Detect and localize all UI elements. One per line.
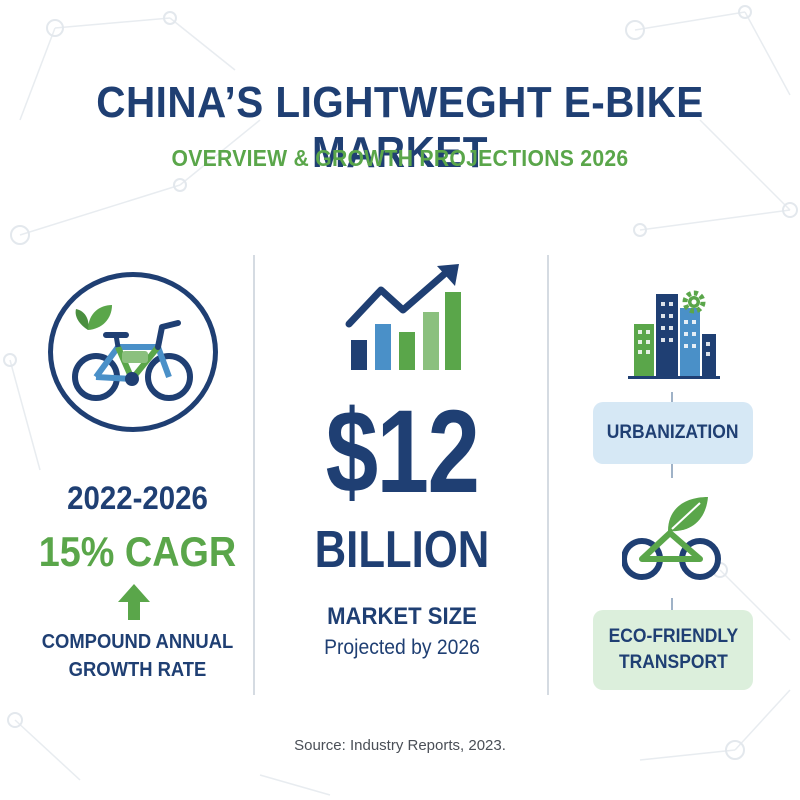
- cagr-description-line2: GROWTH RATE: [68, 659, 207, 681]
- urbanization-badge: URBANIZATION: [593, 402, 753, 464]
- market-size-label: MARKET SIZE: [327, 603, 477, 630]
- bicycle-badge: [48, 272, 218, 432]
- page-title: CHINA’S LIGHTWEGHT E-BIKE MARKET: [96, 78, 704, 177]
- market-projection-note: Projected by 2026: [324, 636, 480, 659]
- eco-transport-badge: ECO-FRIENDLY TRANSPORT: [593, 610, 753, 690]
- city-buildings-gear-icon: [628, 290, 720, 379]
- eco-bike-leaf-icon: [622, 497, 721, 580]
- cagr-description-line1: COMPOUND ANNUAL: [41, 631, 234, 653]
- bar-chart-arrow-icon: [345, 264, 461, 370]
- connector-line: [671, 464, 673, 478]
- connector-line: [671, 598, 673, 610]
- growth-period: 2022-2026: [67, 480, 208, 516]
- market-unit: BILLION: [314, 521, 490, 579]
- column-divider-left: [253, 255, 255, 695]
- connector-line: [671, 392, 673, 402]
- page-subtitle: OVERVIEW & GROWTH PROJECTIONS 2026: [171, 145, 629, 171]
- cagr-description: COMPOUND ANNUAL GROWTH RATE: [29, 628, 245, 684]
- eco-label-line2: TRANSPORT: [618, 652, 728, 673]
- column-divider-right: [547, 255, 549, 695]
- cagr-value: 15% CAGR: [38, 528, 237, 575]
- source-note: Source: Industry Reports, 2023.: [294, 737, 506, 754]
- urbanization-label: URBANIZATION: [607, 422, 739, 443]
- bicycle-leaf-icon: [72, 305, 193, 401]
- eco-label-line1: ECO-FRIENDLY: [608, 626, 738, 647]
- market-value: $12: [325, 386, 480, 518]
- arrow-up-icon: [118, 584, 150, 620]
